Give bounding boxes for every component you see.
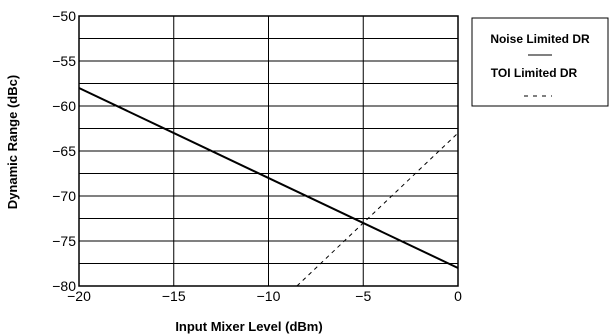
x-axis-title: Input Mixer Level (dBm) [175, 319, 322, 334]
plot-area-frame [78, 15, 459, 287]
y-tick-label: −75 [52, 233, 76, 249]
legend-box [471, 17, 609, 107]
x-tick-label: 0 [454, 288, 462, 304]
y-tick-label: −70 [52, 188, 76, 204]
x-tick-label: −20 [67, 288, 91, 304]
y-tick-label: −50 [52, 8, 76, 24]
y-tick-label: −55 [52, 53, 76, 69]
y-tick-label: −80 [52, 278, 76, 294]
legend-label-noise-limited-dr: Noise Limited DR [490, 32, 590, 46]
series-layer [78, 87, 459, 287]
y-axis-title: Dynamic Range (dBc) [5, 75, 20, 209]
tick-labels: −20 −15 −10 −5 0−50−55−60−65−70−75−80 [52, 8, 462, 304]
y-tick-label: −65 [52, 143, 76, 159]
legend-label-toi-limited-dr: TOI Limited DR [491, 66, 578, 80]
x-tick-label: −10 [257, 288, 281, 304]
x-tick-label: −15 [162, 288, 186, 304]
x-tick-label: −5 [355, 288, 371, 304]
series-line-toi-limited-dr [296, 132, 459, 287]
series-line-noise-limited-dr [78, 87, 459, 269]
grid-lines [78, 15, 459, 287]
legend: Noise Limited DR TOI Limited DR [471, 17, 609, 107]
y-tick-label: −60 [52, 98, 76, 114]
